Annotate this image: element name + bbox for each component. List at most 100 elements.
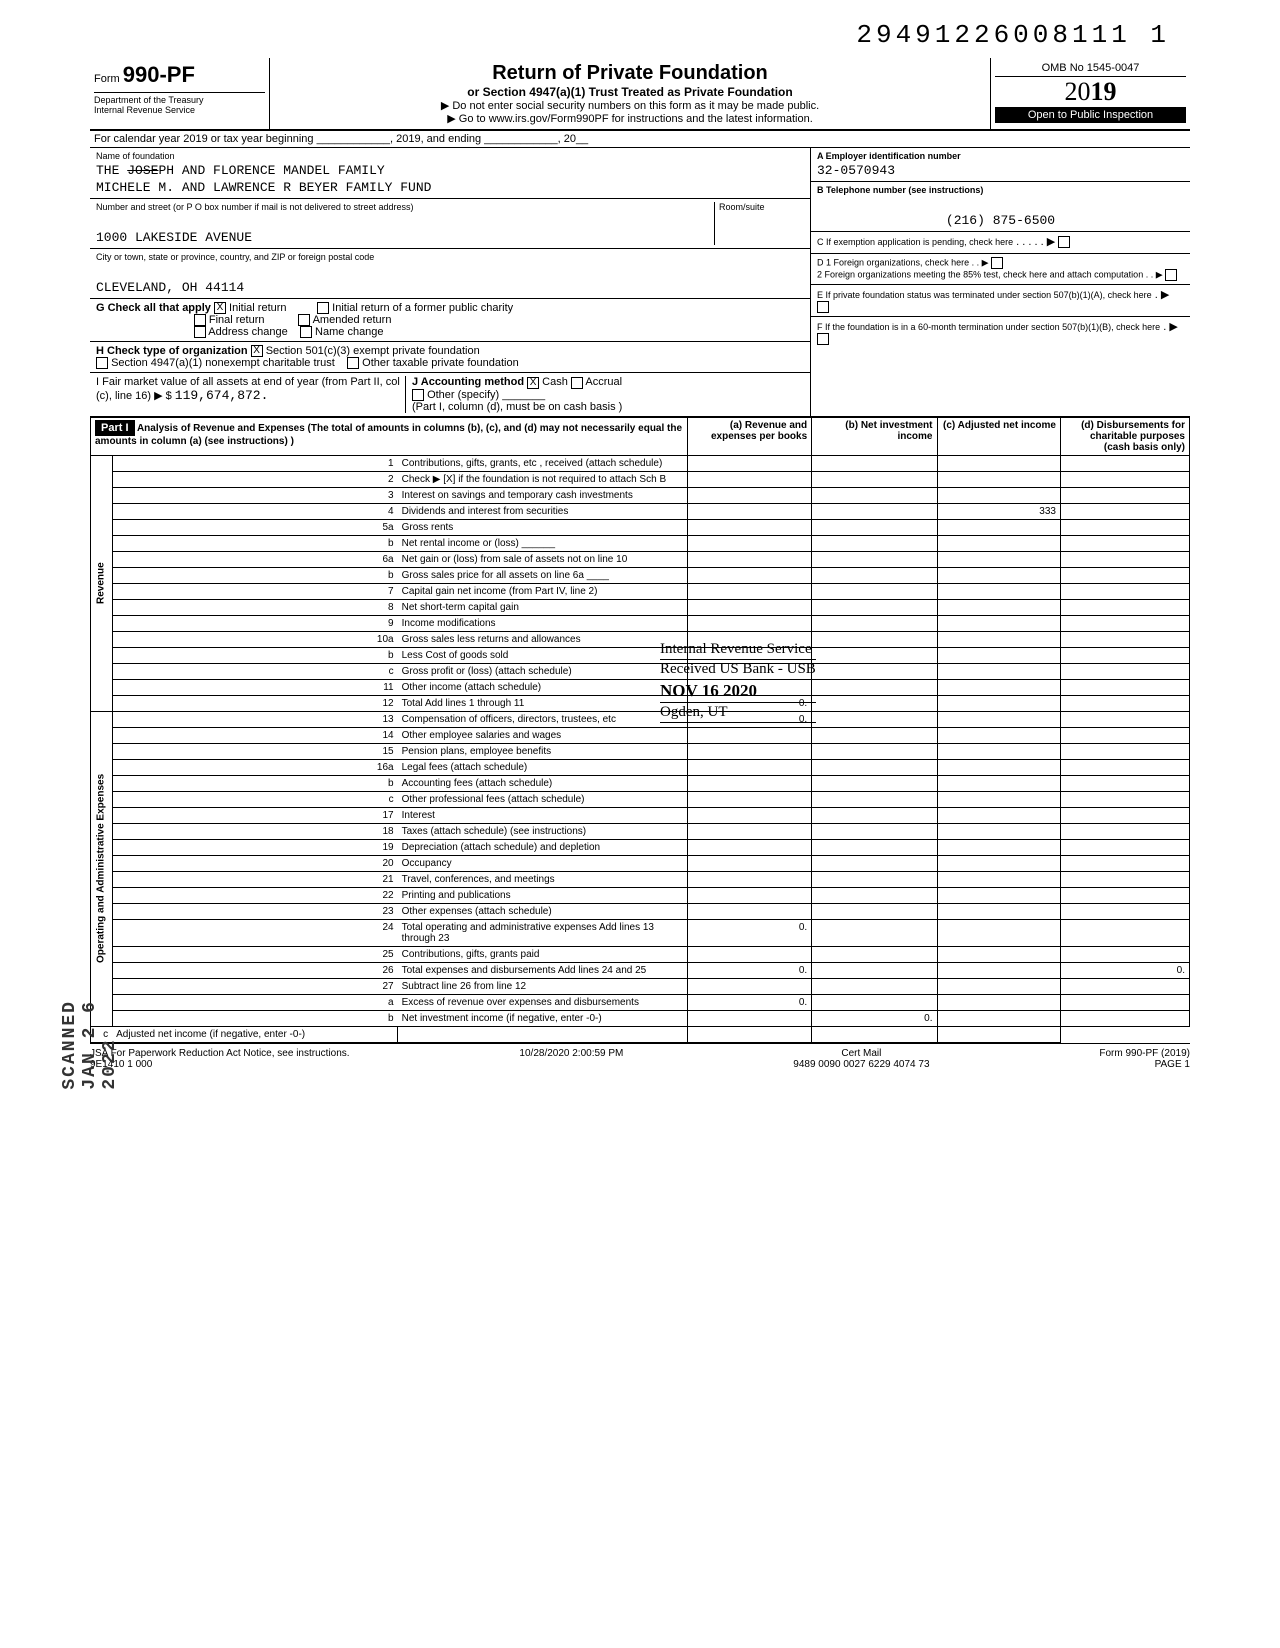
amended-checkbox[interactable] (298, 314, 310, 326)
value-cell-c (937, 946, 1060, 962)
value-cell-a (688, 487, 812, 503)
d2-checkbox[interactable] (1165, 269, 1177, 281)
value-cell-c (937, 455, 1060, 471)
line-number: 24 (112, 919, 397, 946)
cash-checkbox[interactable]: X (527, 377, 539, 389)
value-cell-b (812, 727, 937, 743)
value-cell-c (937, 615, 1060, 631)
footer-cert: Cert Mail 9489 0090 0027 6229 4074 73 (793, 1048, 929, 1070)
accrual-checkbox[interactable] (571, 377, 583, 389)
value-cell-c (937, 823, 1060, 839)
line-description: Gross profit or (loss) (attach schedule) (398, 663, 688, 679)
other-taxable-checkbox[interactable] (347, 357, 359, 369)
form-number-value: 990-PF (123, 62, 195, 87)
line-number: 13 (112, 711, 397, 727)
opt-initial: Initial return (229, 302, 286, 314)
ein-row: A Employer identification number 32-0570… (811, 148, 1190, 182)
value-cell-a (688, 455, 812, 471)
value-cell-c (937, 994, 1060, 1010)
e-checkbox[interactable] (817, 301, 829, 313)
d1-label: D 1 Foreign organizations, check here (817, 257, 969, 267)
value-cell-b (812, 487, 937, 503)
line-number: 14 (112, 727, 397, 743)
line-number: 5a (112, 519, 397, 535)
value-cell-c (937, 727, 1060, 743)
address-row: Number and street (or P O box number if … (90, 199, 810, 249)
name-label: Name of foundation (96, 151, 804, 161)
d1-checkbox[interactable] (991, 257, 1003, 269)
value-cell-a (688, 946, 812, 962)
line-description: Other expenses (attach schedule) (398, 903, 688, 919)
501c3-checkbox[interactable]: X (251, 345, 263, 357)
value-cell-a (688, 727, 812, 743)
f-label: F If the foundation is in a 60-month ter… (817, 322, 1160, 332)
table-row: 23Other expenses (attach schedule) (91, 903, 1190, 919)
initial-return-checkbox[interactable]: X (214, 302, 226, 314)
line-number: 1 (112, 455, 397, 471)
footer-timestamp: 10/28/2020 2:00:59 PM (519, 1048, 623, 1070)
c-checkbox[interactable] (1058, 236, 1070, 248)
value-cell-a (688, 791, 812, 807)
table-row: 14Other employee salaries and wages (91, 727, 1190, 743)
value-cell-d (1060, 978, 1189, 994)
value-cell-d (1060, 919, 1189, 946)
line-description: Gross sales price for all assets on line… (398, 567, 688, 583)
value-cell-d (1060, 679, 1189, 695)
table-row: 24Total operating and administrative exp… (91, 919, 1190, 946)
goto-text: ▶ Go to www.irs.gov/Form990PF for instru… (278, 112, 982, 125)
value-cell-d (1060, 743, 1189, 759)
final-return-checkbox[interactable] (194, 314, 206, 326)
opt-501c3: Section 501(c)(3) exempt private foundat… (266, 345, 480, 357)
value-cell-d (1060, 471, 1189, 487)
warning-text: ▶ Do not enter social security numbers o… (278, 99, 982, 112)
value-cell-b (812, 535, 937, 551)
value-cell-b (812, 583, 937, 599)
address-change-checkbox[interactable] (194, 326, 206, 338)
line-description: Net gain or (loss) from sale of assets n… (398, 551, 688, 567)
line-description: Other employee salaries and wages (398, 727, 688, 743)
col-c-header: (c) Adjusted net income (937, 417, 1060, 455)
4947-checkbox[interactable] (96, 357, 108, 369)
value-cell-d (1060, 759, 1189, 775)
form-header: Form 990-PF Department of the Treasury I… (90, 58, 1190, 131)
value-cell-b (812, 631, 937, 647)
value-cell-a (688, 978, 812, 994)
irs-received-stamp: Internal Revenue Service Received US Ban… (660, 640, 816, 723)
opt-4947: Section 4947(a)(1) nonexempt charitable … (111, 357, 335, 369)
line-description: Occupancy (398, 855, 688, 871)
footer-page: PAGE 1 (1099, 1059, 1190, 1070)
table-row: 6aNet gain or (loss) from sale of assets… (91, 551, 1190, 567)
value-cell-a (688, 839, 812, 855)
part1-table: Part I Analysis of Revenue and Expenses … (90, 417, 1190, 1043)
address-label: Number and street (or P O box number if … (96, 202, 714, 212)
city-value: CLEVELAND, OH 44114 (96, 262, 804, 295)
other-method-checkbox[interactable] (412, 389, 424, 401)
value-cell-b (812, 647, 937, 663)
value-cell-b (812, 743, 937, 759)
table-row: bNet investment income (if negative, ent… (91, 1010, 1190, 1026)
line-number: 25 (112, 946, 397, 962)
form-prefix: Form (94, 73, 120, 85)
line-description: Interest (398, 807, 688, 823)
value-cell-b (812, 791, 937, 807)
stamp-irs: Internal Revenue Service (660, 640, 816, 660)
initial-former-checkbox[interactable] (317, 302, 329, 314)
value-cell-d (1060, 567, 1189, 583)
value-cell-c (937, 1010, 1060, 1026)
line-description: Legal fees (attach schedule) (398, 759, 688, 775)
value-cell-c (937, 679, 1060, 695)
line-description: Excess of revenue over expenses and disb… (398, 994, 688, 1010)
j-note: (Part I, column (d), must be on cash bas… (412, 401, 622, 413)
value-cell-a: 0. (688, 962, 812, 978)
name-change-checkbox[interactable] (300, 326, 312, 338)
f-checkbox[interactable] (817, 333, 829, 345)
phone-value: (216) 875-6500 (817, 195, 1184, 228)
header-right: OMB No 1545-0047 2019 Open to Public Ins… (990, 58, 1190, 129)
line-description: Other income (attach schedule) (398, 679, 688, 695)
value-cell-c (937, 743, 1060, 759)
line-description: Check ▶ [X] if the foundation is not req… (398, 471, 688, 487)
value-cell-c (937, 855, 1060, 871)
opt-other: Other taxable private foundation (362, 357, 519, 369)
value-cell-b (812, 599, 937, 615)
col-d-header: (d) Disbursements for charitable purpose… (1060, 417, 1189, 455)
